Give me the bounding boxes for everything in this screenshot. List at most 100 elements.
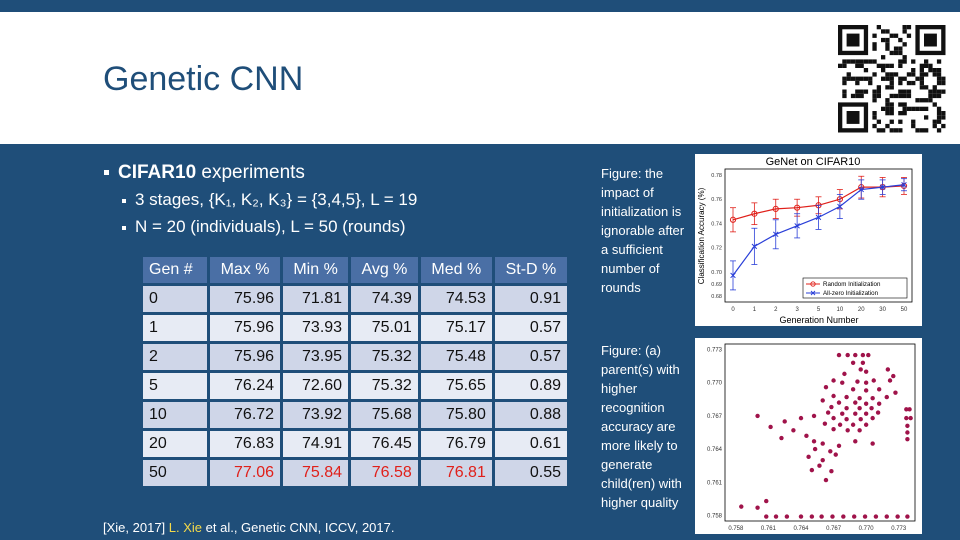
qr-module <box>919 72 924 77</box>
qr-module <box>863 68 869 73</box>
x-tick-label: 5 <box>817 307 821 313</box>
qr-module <box>898 50 903 56</box>
table-cell: 0.57 <box>491 312 571 344</box>
table-cell: 76.24 <box>206 370 284 402</box>
qr-module <box>906 93 912 99</box>
qr-module <box>898 59 903 64</box>
scatter-chart: 0.758 0.761 0.764 0.767 0.770 0.773 0.758 0.761… <box>695 338 922 534</box>
qr-module <box>885 29 890 34</box>
qr-module <box>893 93 899 99</box>
bullet-sub-1: 3 stages, {K₁, K₂, K₃} = {3,4,5}, L = 19 <box>122 190 417 210</box>
data-point <box>730 272 736 279</box>
x-tick-label: 50 <box>901 307 908 313</box>
scatter-point <box>857 396 862 401</box>
qr-module <box>842 59 847 64</box>
qr-module <box>850 76 856 81</box>
qr-module <box>872 123 877 129</box>
table-row: 20 76.83 74.91 76.45 76.79 0.61 <box>140 428 571 460</box>
scatter-point <box>841 514 846 519</box>
qr-module <box>846 76 851 81</box>
table-cell: 0.89 <box>491 370 571 402</box>
y-tick-label: 0.773 <box>707 348 723 354</box>
table-cell: 76.79 <box>417 428 495 460</box>
qr-module <box>902 25 907 30</box>
qr-module <box>898 89 903 94</box>
qr-module <box>893 128 899 133</box>
scatter-point <box>905 423 910 429</box>
scatter-point <box>891 373 896 379</box>
qr-module <box>855 76 860 81</box>
y-tick-label: 0.761 <box>707 480 723 486</box>
qr-module <box>941 111 946 116</box>
qr-module <box>928 93 933 99</box>
qr-module <box>846 59 851 64</box>
x-tick-label: 1 <box>753 307 757 313</box>
qr-module <box>924 72 929 77</box>
scatter-point <box>755 505 760 510</box>
qr-module <box>872 42 877 47</box>
scatter-point <box>853 439 858 444</box>
qr-module <box>885 72 890 77</box>
legend-marker <box>810 281 816 287</box>
legend-box <box>802 277 908 299</box>
qr-module <box>885 106 890 111</box>
scatter-point <box>798 415 804 421</box>
data-point <box>815 214 822 221</box>
table-header-cell: Med % <box>417 254 495 286</box>
table-row: 10 76.72 73.92 75.68 75.80 0.88 <box>140 399 571 431</box>
qr-module <box>850 59 856 64</box>
qr-module <box>906 106 912 111</box>
scatter-point <box>853 352 858 358</box>
scatter-point <box>739 504 744 509</box>
x-tick-label: 0.758 <box>728 526 744 532</box>
qr-module <box>881 37 886 43</box>
qr-module <box>902 76 907 81</box>
table-cell: 75.96 <box>206 283 284 315</box>
qr-module <box>936 89 942 94</box>
scatter-point <box>755 413 760 419</box>
x-tick-label: 0.761 <box>761 526 777 532</box>
qr-module <box>915 128 920 133</box>
scatter-point <box>833 452 838 457</box>
qr-module <box>936 106 942 111</box>
figure-1-caption: Figure: the impact of initialization is … <box>601 166 685 295</box>
table-cell: 73.95 <box>280 341 352 373</box>
x-tick-label: 0.770 <box>859 526 875 532</box>
y-tick-label: 0.70 <box>711 270 722 276</box>
table-header-cell: Max % <box>206 254 284 286</box>
data-point <box>729 216 737 223</box>
scatter-point <box>869 405 874 411</box>
qr-module <box>889 63 894 68</box>
qr-module <box>881 68 886 73</box>
table-cell: 76.45 <box>348 428 421 460</box>
figure-2-caption: Figure: (a) parent(s) with higher recogn… <box>601 343 682 510</box>
qr-module <box>872 111 877 116</box>
qr-module <box>885 98 890 103</box>
citation-rest: et al., Genetic CNN, ICCV, 2017. <box>202 520 395 535</box>
table-row: 50 77.06 75.84 76.58 76.81 0.55 <box>140 457 571 489</box>
qr-module <box>876 128 881 133</box>
qr-module <box>889 111 894 116</box>
scatter-point <box>831 393 836 399</box>
qr-module <box>889 50 894 56</box>
qr-module <box>932 89 937 94</box>
x-axis-label: Generation Number <box>779 315 858 325</box>
table-cell: 10 <box>140 399 210 431</box>
y-tick-label: 0.74 <box>711 221 722 227</box>
qr-module <box>902 42 907 47</box>
y-tick-label: 0.78 <box>711 173 722 179</box>
table-cell: 76.72 <box>206 399 284 431</box>
qr-module <box>902 106 907 111</box>
bullet-main-rest: experiments <box>196 162 305 183</box>
table-cell: 2 <box>140 341 210 373</box>
top-accent-bar <box>0 0 960 12</box>
scatter-point <box>850 360 856 366</box>
qr-module <box>872 89 877 94</box>
x-tick-label: 20 <box>858 307 865 313</box>
qr-module <box>885 63 890 68</box>
scatter-point <box>852 514 857 519</box>
table-cell: 75.80 <box>417 399 495 431</box>
legend-label: Random Initialization <box>823 281 881 288</box>
qr-module <box>872 93 877 99</box>
qr-module <box>932 123 937 129</box>
